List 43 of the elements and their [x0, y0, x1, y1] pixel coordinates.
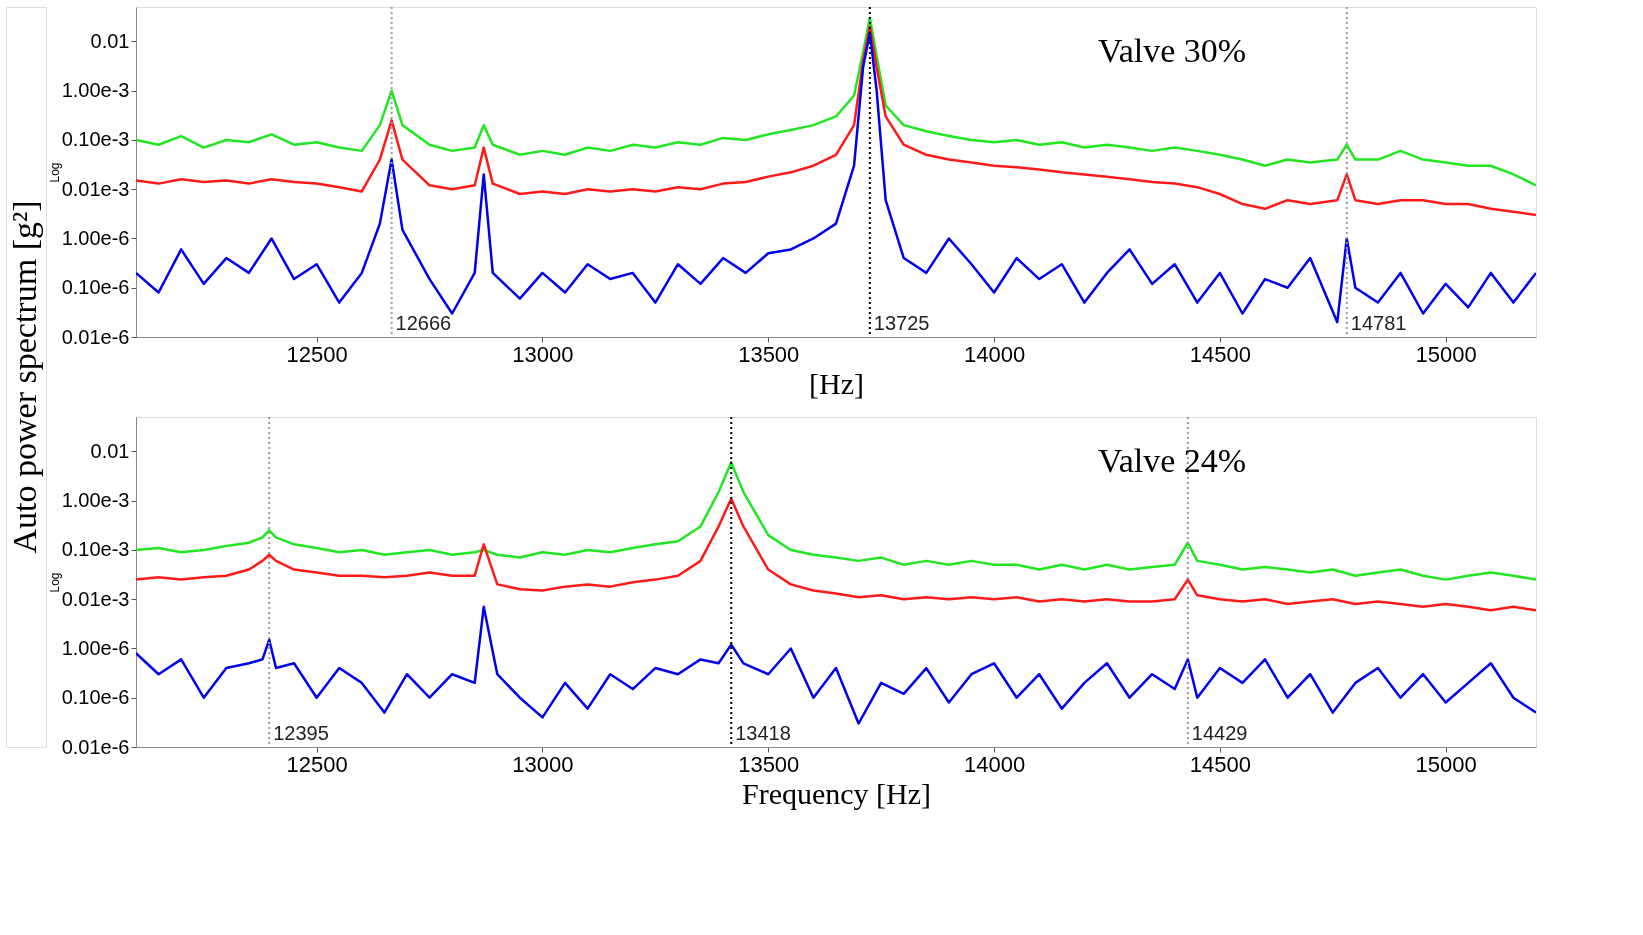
x-tick-label: 14000	[963, 341, 1026, 367]
ref-line-label: 12666	[395, 312, 452, 334]
y-tick-label: 0.01e-3	[61, 177, 130, 200]
x-tick-label: 13500	[738, 341, 800, 367]
y-tick-label: 0.10e-6	[61, 276, 130, 299]
x-axis-title: Frequency [Hz]	[741, 776, 932, 810]
ref-line-label: 14429	[1191, 722, 1248, 744]
ref-line-label: 12395	[273, 722, 329, 744]
x-tick-label: 12500	[286, 341, 348, 367]
annotation: Valve 24%	[1097, 442, 1247, 479]
y-tick-label: 0.10e-6	[61, 686, 130, 709]
x-tick-label: 14500	[1189, 751, 1251, 777]
line-series	[136, 16, 1536, 187]
line-series	[136, 605, 1536, 725]
x-tick-label: 15000	[1415, 751, 1477, 777]
x-tick-label: 14500	[1189, 341, 1251, 367]
y-tick-label: 0.01	[90, 29, 130, 52]
x-axis-title: [Hz]	[809, 366, 864, 400]
x-tick-label: 13500	[738, 751, 800, 777]
line-series	[136, 497, 1536, 612]
x-tick-label: 13000	[512, 341, 574, 367]
y-tick-label: 1.00e-6	[61, 636, 130, 659]
y-tick-label: 1.00e-3	[61, 79, 130, 102]
x-tick-label: 12500	[286, 751, 348, 777]
y-tick-label: 0.01e-3	[61, 587, 130, 610]
y-tick-label: 0.10e-3	[61, 538, 130, 561]
x-tick-label: 14000	[963, 751, 1026, 777]
y-tick-label: 0.01e-6	[61, 325, 130, 348]
y-tick-label: 0.01e-6	[61, 735, 130, 758]
ref-line-label: 13725	[873, 312, 930, 334]
y-tick-label: 1.00e-3	[61, 489, 130, 512]
line-series	[136, 25, 1536, 217]
x-tick-label: 15000	[1415, 341, 1477, 367]
text: Auto power spectrum [g²]	[6, 200, 43, 554]
y-tick-label: 0.01	[90, 439, 130, 462]
x-tick-label: 13000	[512, 751, 574, 777]
y-tick-label: 1.00e-6	[61, 226, 130, 249]
y-axis-title: Log	[47, 162, 62, 183]
ref-line-label: 13418	[735, 722, 791, 744]
y-tick-label: 0.10e-3	[61, 128, 130, 151]
annotation: Valve 30%	[1097, 32, 1247, 69]
y-axis-title: Log	[47, 572, 62, 593]
ref-line-label: 14781	[1350, 312, 1407, 334]
